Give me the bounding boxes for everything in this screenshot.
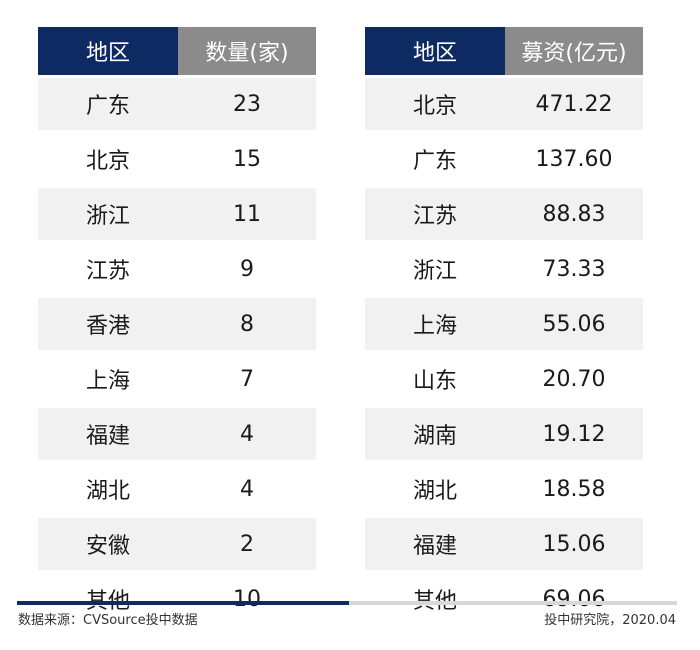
footer-divider <box>17 601 677 605</box>
funding-table-value-cell: 88.83 <box>505 185 643 242</box>
count-table-row: 上海 7 <box>38 350 316 407</box>
funding-table-header: 地区 募资(亿元) <box>365 27 643 77</box>
funding-table-row: 上海 55.06 <box>365 295 643 352</box>
funding-table-row: 山东 20.70 <box>365 350 643 407</box>
funding-table-body: 北京 471.22 广东 137.60 江苏 88.83 浙江 73.33 上海 55.06 山东 2… <box>365 75 643 625</box>
funding-table-value-cell: 55.06 <box>505 295 643 352</box>
count-table-row: 福建 4 <box>38 405 316 462</box>
count-table-value-cell: 8 <box>178 295 316 352</box>
count-table-region-cell: 福建 <box>38 405 178 462</box>
funding-table-header-region: 地区 <box>365 27 505 77</box>
funding-table-value-cell: 20.70 <box>505 350 643 407</box>
funding-table-header-amount: 募资(亿元) <box>505 27 643 77</box>
count-table-value-cell: 7 <box>178 350 316 407</box>
funding-table-value-cell: 73.33 <box>505 240 643 297</box>
funding-table-row: 浙江 73.33 <box>365 240 643 297</box>
funding-table-value-cell: 137.60 <box>505 130 643 187</box>
count-table-row: 广东 23 <box>38 75 316 132</box>
source-note: 数据来源：CVSource投中数据 <box>18 613 198 628</box>
funding-table-region-cell: 北京 <box>365 75 505 132</box>
funding-table-row: 湖南 19.12 <box>365 405 643 462</box>
funding-table-region-cell: 湖北 <box>365 460 505 517</box>
count-table-value-cell: 11 <box>178 185 316 242</box>
funding-table-row: 其他69.06 <box>365 570 643 625</box>
count-table-region-cell: 广东 <box>38 75 178 132</box>
funding-table-region-cell: 其他 <box>365 570 505 625</box>
count-table-header-region: 地区 <box>38 27 178 77</box>
count-table-region-cell: 浙江 <box>38 185 178 242</box>
count-table: 地区 数量(家) 广东23北京15浙江11江苏9香港8上海7福建4湖北4安徽2其… <box>38 27 316 625</box>
funding-table-value-cell: 69.06 <box>505 570 643 625</box>
funding-table-row: 湖北 18.58 <box>365 460 643 517</box>
count-table-region-cell: 江苏 <box>38 240 178 297</box>
count-table-value-cell: 10 <box>178 570 316 625</box>
count-table-value-cell: 4 <box>178 460 316 517</box>
count-table-header-count: 数量(家) <box>178 27 316 77</box>
funding-table-region-cell: 湖南 <box>365 405 505 462</box>
count-table-row: 香港 8 <box>38 295 316 352</box>
count-table-header: 地区 数量(家) <box>38 27 316 77</box>
count-table-region-cell: 北京 <box>38 130 178 187</box>
count-table-value-cell: 9 <box>178 240 316 297</box>
funding-table-region-cell: 江苏 <box>365 185 505 242</box>
funding-table-region-cell: 福建 <box>365 515 505 572</box>
count-table-row: 湖北 4 <box>38 460 316 517</box>
count-table-region-cell: 湖北 <box>38 460 178 517</box>
funding-table-region-cell: 上海 <box>365 295 505 352</box>
funding-table-value-cell: 19.12 <box>505 405 643 462</box>
funding-table-row: 北京 471.22 <box>365 75 643 132</box>
count-table-region-cell: 安徽 <box>38 515 178 572</box>
funding-table-row: 广东 137.60 <box>365 130 643 187</box>
count-table-body: 广东23北京15浙江11江苏9香港8上海7福建4湖北4安徽2其他10 <box>38 75 316 625</box>
count-table-row: 北京 15 <box>38 130 316 187</box>
count-table-region-cell: 香港 <box>38 295 178 352</box>
funding-table-region-cell: 广东 <box>365 130 505 187</box>
credit-note: 投中研究院，2020.04 <box>544 613 676 628</box>
funding-table: 地区 募资(亿元) 北京 471.22 广东 137.60 江苏 88.83 浙江 73.33… <box>365 27 643 625</box>
count-table-row: 江苏 9 <box>38 240 316 297</box>
count-table-row: 浙江 11 <box>38 185 316 242</box>
funding-table-region-cell: 浙江 <box>365 240 505 297</box>
funding-table-value-cell: 471.22 <box>505 75 643 132</box>
count-table-region-cell: 其他 <box>38 570 178 625</box>
count-table-value-cell: 4 <box>178 405 316 462</box>
funding-table-value-cell: 15.06 <box>505 515 643 572</box>
footer-divider-accent <box>17 601 349 605</box>
count-table-row: 其他10 <box>38 570 316 625</box>
count-table-value-cell: 2 <box>178 515 316 572</box>
funding-table-region-cell: 山东 <box>365 350 505 407</box>
count-table-value-cell: 15 <box>178 130 316 187</box>
funding-table-row: 江苏 88.83 <box>365 185 643 242</box>
count-table-region-cell: 上海 <box>38 350 178 407</box>
count-table-value-cell: 23 <box>178 75 316 132</box>
funding-table-value-cell: 18.58 <box>505 460 643 517</box>
funding-table-row: 福建 15.06 <box>365 515 643 572</box>
count-table-row: 安徽 2 <box>38 515 316 572</box>
